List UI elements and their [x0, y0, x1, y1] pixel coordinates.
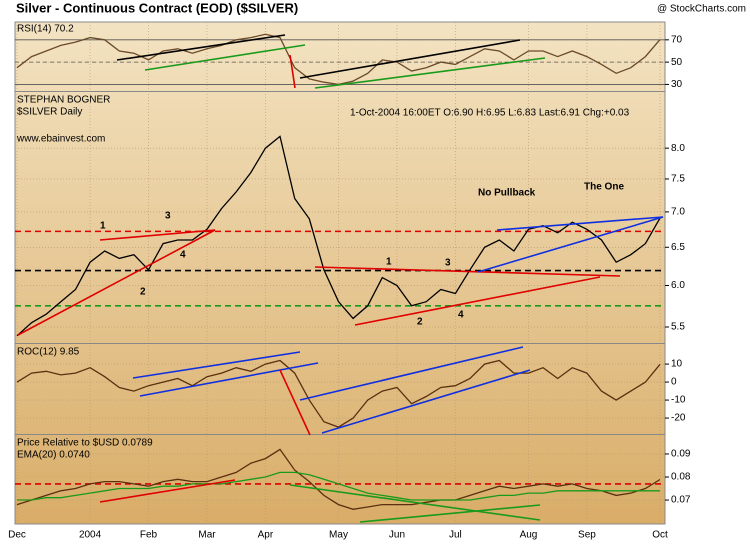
annotation: 2: [417, 317, 423, 328]
y-tick-label: 6.5: [671, 242, 685, 253]
trend-line: [299, 346, 524, 401]
x-tick-label: Aug: [520, 530, 538, 541]
trend-line: [299, 39, 521, 79]
y-tick-label: 0: [671, 377, 677, 388]
annotation: 1: [100, 221, 106, 232]
y-tick-label: 10: [671, 359, 683, 370]
y-tick-label: 6.0: [671, 280, 685, 291]
trend-line: [17, 229, 216, 336]
y-tick-label: 7.5: [671, 174, 685, 185]
trend-line: [116, 34, 286, 61]
x-tick-label: 2004: [79, 530, 102, 541]
series-line: [16, 448, 661, 510]
x-tick-label: Sep: [578, 530, 596, 541]
annotation: 3: [165, 211, 171, 222]
annotation: STEPHAN BOGNER: [17, 95, 110, 106]
x-tick-label: Jun: [389, 530, 405, 541]
annotation: No Pullback: [478, 188, 536, 199]
trend-line: [477, 216, 664, 273]
y-tick-label: 0.08: [671, 472, 691, 483]
series-line: [16, 359, 661, 428]
trend-line: [314, 266, 621, 277]
trend-line: [321, 369, 531, 434]
trend-line: [99, 479, 236, 503]
chart-title: Silver - Continuous Contract (EOD) ($SIL…: [16, 0, 298, 15]
legend-entry: EMA(20) 0.0740: [17, 450, 90, 461]
y-tick-label: 70: [671, 34, 683, 45]
panels: Dec 2004 Feb Mar Apr May Jun Jul Aug Sep Oct305070…: [8, 21, 691, 541]
info-line: 1-Oct-2004 16:00ET O:6.90 H:6.95 L:6.83 …: [350, 108, 630, 119]
annotation: www.ebainvest.com: [16, 134, 105, 145]
series-line: [17, 471, 660, 501]
trend-line: [144, 44, 306, 71]
trend-line: [279, 369, 311, 436]
trend-line: [139, 362, 319, 397]
trend-line: [132, 351, 301, 379]
trend-line: [496, 216, 664, 231]
credit: @ StockCharts.com: [657, 4, 746, 15]
x-tick-label: May: [329, 530, 348, 541]
y-tick-label: 5.5: [671, 322, 685, 333]
x-tick-label: Mar: [198, 530, 216, 541]
trend-line: [289, 54, 296, 89]
plot-frame: [14, 21, 666, 525]
y-tick-label: 30: [671, 79, 683, 90]
legend-entry: ROC(12) 9.85: [17, 347, 80, 358]
x-tick-label: Apr: [258, 530, 274, 541]
annotation: 1: [386, 257, 392, 268]
trend-line: [354, 276, 601, 326]
legend-entry: $SILVER Daily: [17, 107, 82, 118]
x-tick-label: Oct: [652, 530, 668, 541]
series-line: [16, 135, 661, 337]
trend-line: [314, 57, 546, 89]
y-tick-label: 0.09: [671, 449, 691, 460]
y-tick-label: 0.07: [671, 495, 691, 506]
x-tick-label: Jul: [449, 530, 462, 541]
y-tick-label: -10: [671, 395, 686, 406]
trend-line: [289, 484, 541, 521]
trend-line: [359, 504, 541, 523]
legend-entry: RSI(14) 70.2: [17, 24, 74, 35]
annotation: 4: [180, 250, 186, 261]
y-tick-label: 7.0: [671, 207, 685, 218]
legend-entry: Price Relative to $USD 0.0789: [17, 438, 153, 449]
y-tick-label: -20: [671, 413, 686, 424]
y-tick-label: 8.0: [671, 143, 685, 154]
y-tick-label: 50: [671, 57, 683, 68]
x-tick-label: Feb: [140, 530, 158, 541]
trend-lines: [17, 34, 664, 523]
annotation: 3: [445, 258, 451, 269]
trend-line: [99, 229, 216, 241]
annotation: The One: [584, 182, 624, 193]
x-tick-label: Dec: [8, 530, 26, 541]
annotation: 2: [140, 287, 146, 298]
annotation: 4: [458, 310, 464, 321]
